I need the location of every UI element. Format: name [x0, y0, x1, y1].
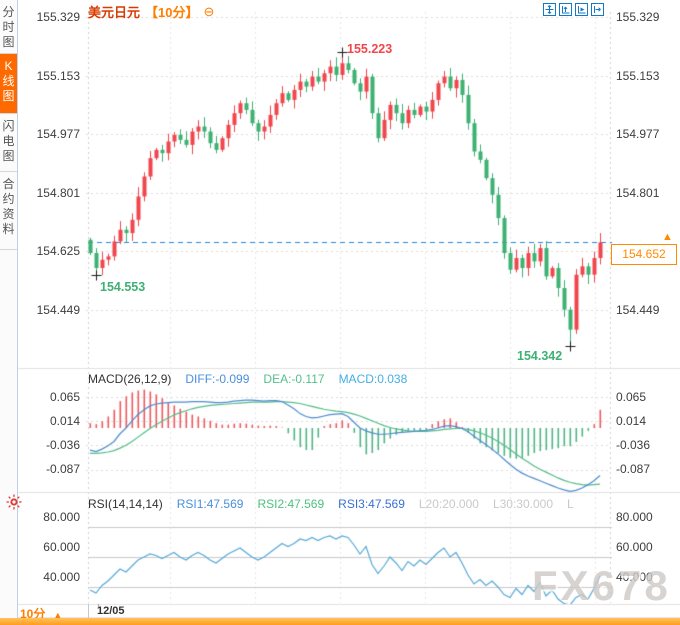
- price-tick: 155.329: [36, 10, 80, 24]
- price-tick: 154.977: [36, 127, 80, 141]
- price-tick: 154.449: [36, 303, 80, 317]
- rsi-tick: 60.000: [43, 540, 80, 554]
- macd-diff-value: DIFF:-0.099: [185, 372, 250, 386]
- price-tick: 154.625: [36, 244, 80, 258]
- period-tag: 【10分】: [145, 5, 199, 20]
- macd-tick: 0.014: [616, 414, 647, 428]
- rsi1-value: RSI1:47.569: [176, 497, 244, 511]
- period-selector-label: 10分: [20, 607, 46, 621]
- rsi2-value: RSI2:47.569: [257, 497, 325, 511]
- high-price-annotation: 155.223: [347, 42, 393, 56]
- rsi3-value: RSI3:47.569: [338, 497, 405, 511]
- rsi-tick: 40.000: [616, 570, 653, 584]
- macd-header: MACD(26,12,9) DIFF:-0.099 DEA:-0.117 MAC…: [88, 372, 407, 386]
- macd-name: MACD(26,12,9): [88, 372, 172, 386]
- zoom-axis-tool-icon[interactable]: [559, 3, 572, 16]
- price-tick: 154.449: [616, 303, 660, 317]
- price-tick: 154.801: [616, 186, 660, 200]
- macd-tick: 0.065: [49, 390, 80, 404]
- macd-dea-value: DEA:-0.117: [263, 372, 325, 386]
- macd-tick: 0.014: [49, 414, 80, 428]
- rsi-tick: 80.000: [43, 510, 80, 524]
- pan-tool-icon[interactable]: [543, 3, 556, 16]
- price-tick: 154.801: [36, 186, 80, 200]
- macd-tick: 0.065: [616, 390, 647, 404]
- period-selector[interactable]: 10分 ▲: [20, 605, 62, 622]
- price-tick: 155.329: [616, 10, 660, 24]
- macd-tick: -0.036: [616, 438, 651, 452]
- sidebar-item-contract-info[interactable]: 合约资料: [0, 172, 17, 250]
- rsi-l30-value: L30:30.000: [492, 497, 553, 511]
- indicator-settings-icon[interactable]: ⊖: [203, 3, 215, 19]
- footer-divider: [88, 604, 89, 618]
- macd-tick: -0.087: [45, 462, 80, 476]
- rsi-tick: 40.000: [43, 570, 80, 584]
- rsi-l-value: L: [567, 497, 574, 511]
- macd-hist-value: MACD:0.038: [338, 372, 408, 386]
- macd-tick: -0.087: [616, 462, 651, 476]
- watermark: FX678: [532, 562, 671, 609]
- dropdown-arrow-icon: ▲: [53, 610, 63, 620]
- rsi-name: RSI(14,14,14): [88, 497, 163, 511]
- min-price-annotation: 154.342: [517, 349, 563, 363]
- chart-toolbar: [543, 3, 604, 16]
- symbol-title: 美元日元: [88, 5, 141, 20]
- rsi-l20-value: L20:20.000: [418, 497, 479, 511]
- session-low-annotation: 154.553: [100, 280, 146, 294]
- sidebar-item-lightning-chart[interactable]: 闪电图: [0, 114, 17, 172]
- rsi-tick: 80.000: [616, 510, 653, 524]
- price-tick: 155.153: [36, 69, 80, 83]
- date-axis-label: 12/05: [97, 605, 125, 617]
- rsi-header: RSI(14,14,14) RSI1:47.569 RSI2:47.569 RS…: [88, 497, 574, 511]
- range-slider-bar[interactable]: [0, 618, 680, 625]
- sidebar-item-time-chart[interactable]: 分时图: [0, 0, 17, 54]
- price-tick: 155.153: [616, 69, 660, 83]
- chart-header: 美元日元 【10分】 ⊖: [88, 2, 214, 21]
- chart-type-sidebar: 分时图 K线图 闪电图 合约资料: [0, 0, 18, 618]
- price-tick: 154.977: [616, 127, 660, 141]
- play-axis-tool-icon[interactable]: [575, 3, 588, 16]
- live-refresh-icon[interactable]: [6, 494, 22, 515]
- price-up-arrow-icon: ▲: [662, 231, 673, 243]
- macd-tick: -0.036: [45, 438, 80, 452]
- last-price-badge: 154.652: [611, 244, 677, 265]
- scroll-right-tool-icon[interactable]: [591, 3, 604, 16]
- sidebar-item-kline-chart[interactable]: K线图: [0, 54, 17, 114]
- rsi-tick: 60.000: [616, 540, 653, 554]
